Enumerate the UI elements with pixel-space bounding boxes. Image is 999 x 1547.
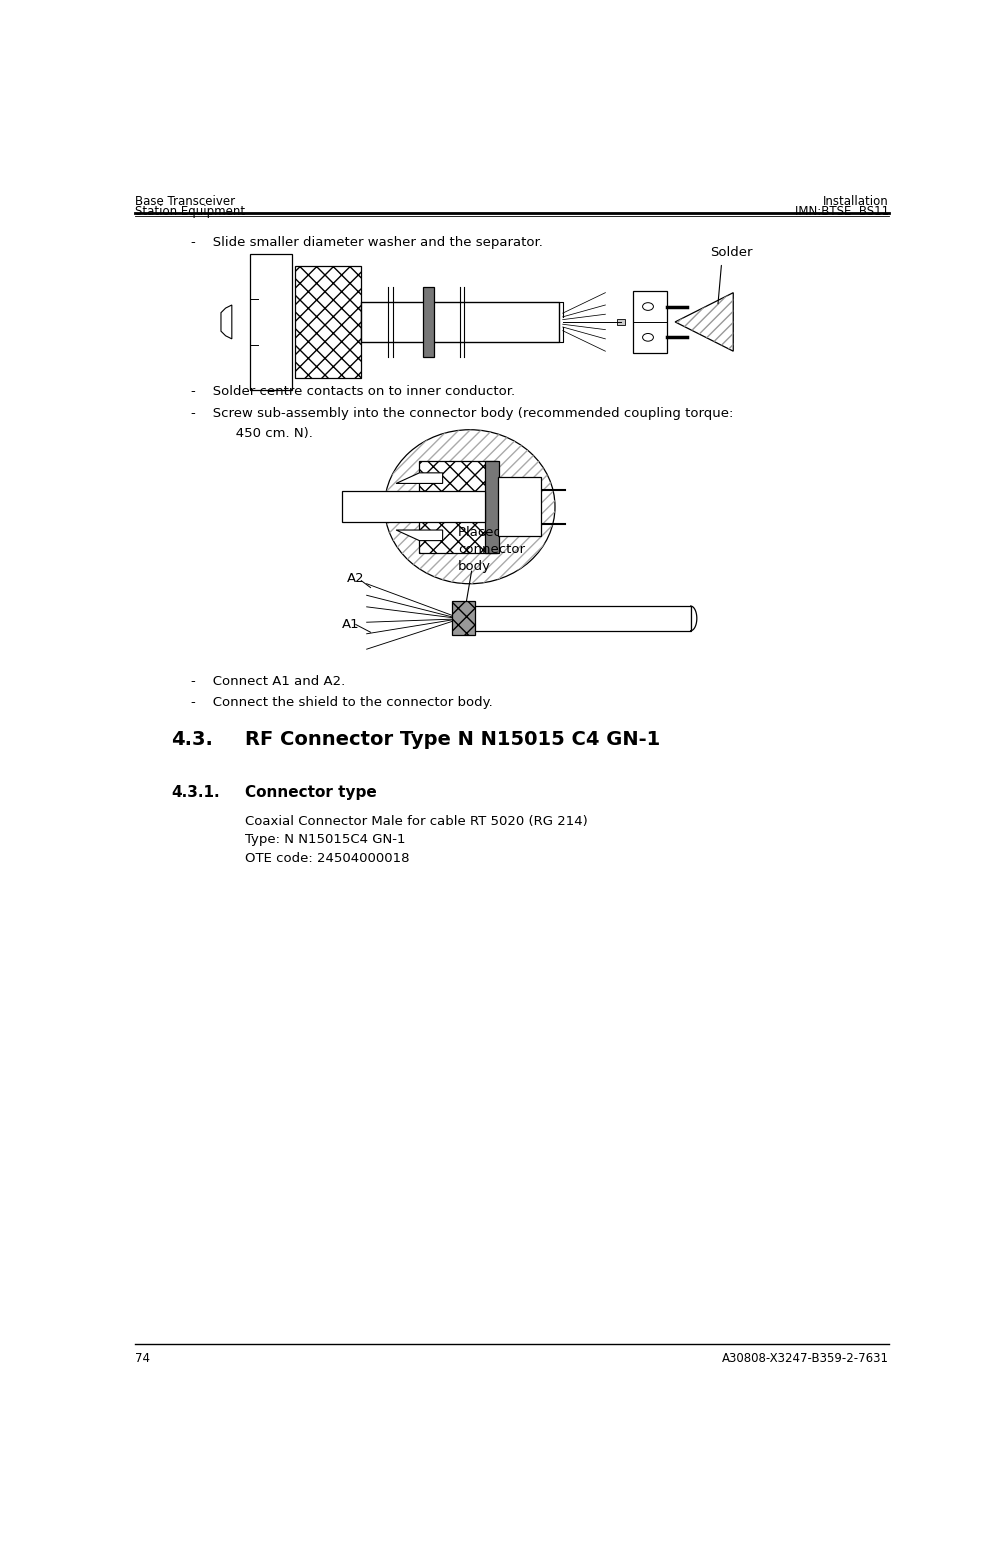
Bar bbox=[362, 302, 558, 342]
Bar bbox=[420, 461, 497, 552]
Text: body: body bbox=[459, 560, 492, 572]
Text: Solder: Solder bbox=[710, 246, 752, 258]
Ellipse shape bbox=[642, 303, 653, 311]
Bar bbox=[296, 266, 362, 377]
Text: IMN:BTSE  BS11: IMN:BTSE BS11 bbox=[795, 204, 889, 218]
Bar bbox=[424, 288, 435, 356]
Text: Installation: Installation bbox=[823, 195, 889, 207]
Bar bbox=[632, 291, 667, 353]
Bar bbox=[499, 478, 541, 535]
Ellipse shape bbox=[385, 430, 555, 583]
Text: A2: A2 bbox=[348, 572, 365, 585]
Bar bbox=[486, 461, 500, 552]
Text: -    Slide smaller diameter washer and the separator.: - Slide smaller diameter washer and the … bbox=[191, 235, 542, 249]
Text: 4.3.: 4.3. bbox=[172, 730, 213, 749]
Text: RF Connector Type N N15015 C4 GN-1: RF Connector Type N N15015 C4 GN-1 bbox=[245, 730, 660, 749]
Polygon shape bbox=[397, 473, 443, 483]
Bar bbox=[251, 254, 293, 390]
Text: -    Connect A1 and A2.: - Connect A1 and A2. bbox=[191, 674, 345, 687]
Text: Placed on: Placed on bbox=[459, 526, 523, 538]
Text: Connector type: Connector type bbox=[245, 786, 377, 800]
Polygon shape bbox=[397, 531, 443, 540]
Text: Coaxial Connector Male for cable RT 5020 (RG 214): Coaxial Connector Male for cable RT 5020… bbox=[245, 815, 587, 828]
Text: Base Transceiver: Base Transceiver bbox=[135, 195, 235, 207]
Text: 450 cm. N).: 450 cm. N). bbox=[206, 427, 313, 439]
Text: OTE code: 24504000018: OTE code: 24504000018 bbox=[245, 852, 410, 865]
Ellipse shape bbox=[642, 334, 653, 342]
Text: 4.3.1.: 4.3.1. bbox=[172, 786, 220, 800]
Text: Type: N N15015C4 GN-1: Type: N N15015C4 GN-1 bbox=[245, 834, 406, 846]
Bar bbox=[468, 606, 690, 631]
Text: Station Equipment: Station Equipment bbox=[135, 204, 245, 218]
Bar bbox=[617, 319, 624, 325]
Text: A1: A1 bbox=[342, 619, 360, 631]
Text: A30808-X3247-B359-2-7631: A30808-X3247-B359-2-7631 bbox=[722, 1352, 889, 1364]
Text: 74: 74 bbox=[135, 1352, 150, 1364]
Polygon shape bbox=[675, 292, 733, 351]
Bar bbox=[342, 492, 486, 523]
Text: -    Connect the shield to the connector body.: - Connect the shield to the connector bo… bbox=[191, 696, 493, 709]
Text: connector: connector bbox=[459, 543, 525, 555]
Text: -    Solder centre contacts on to inner conductor.: - Solder centre contacts on to inner con… bbox=[191, 385, 514, 398]
Bar bbox=[452, 602, 476, 636]
Text: -    Screw sub-assembly into the connector body (recommended coupling torque:: - Screw sub-assembly into the connector … bbox=[191, 407, 733, 419]
